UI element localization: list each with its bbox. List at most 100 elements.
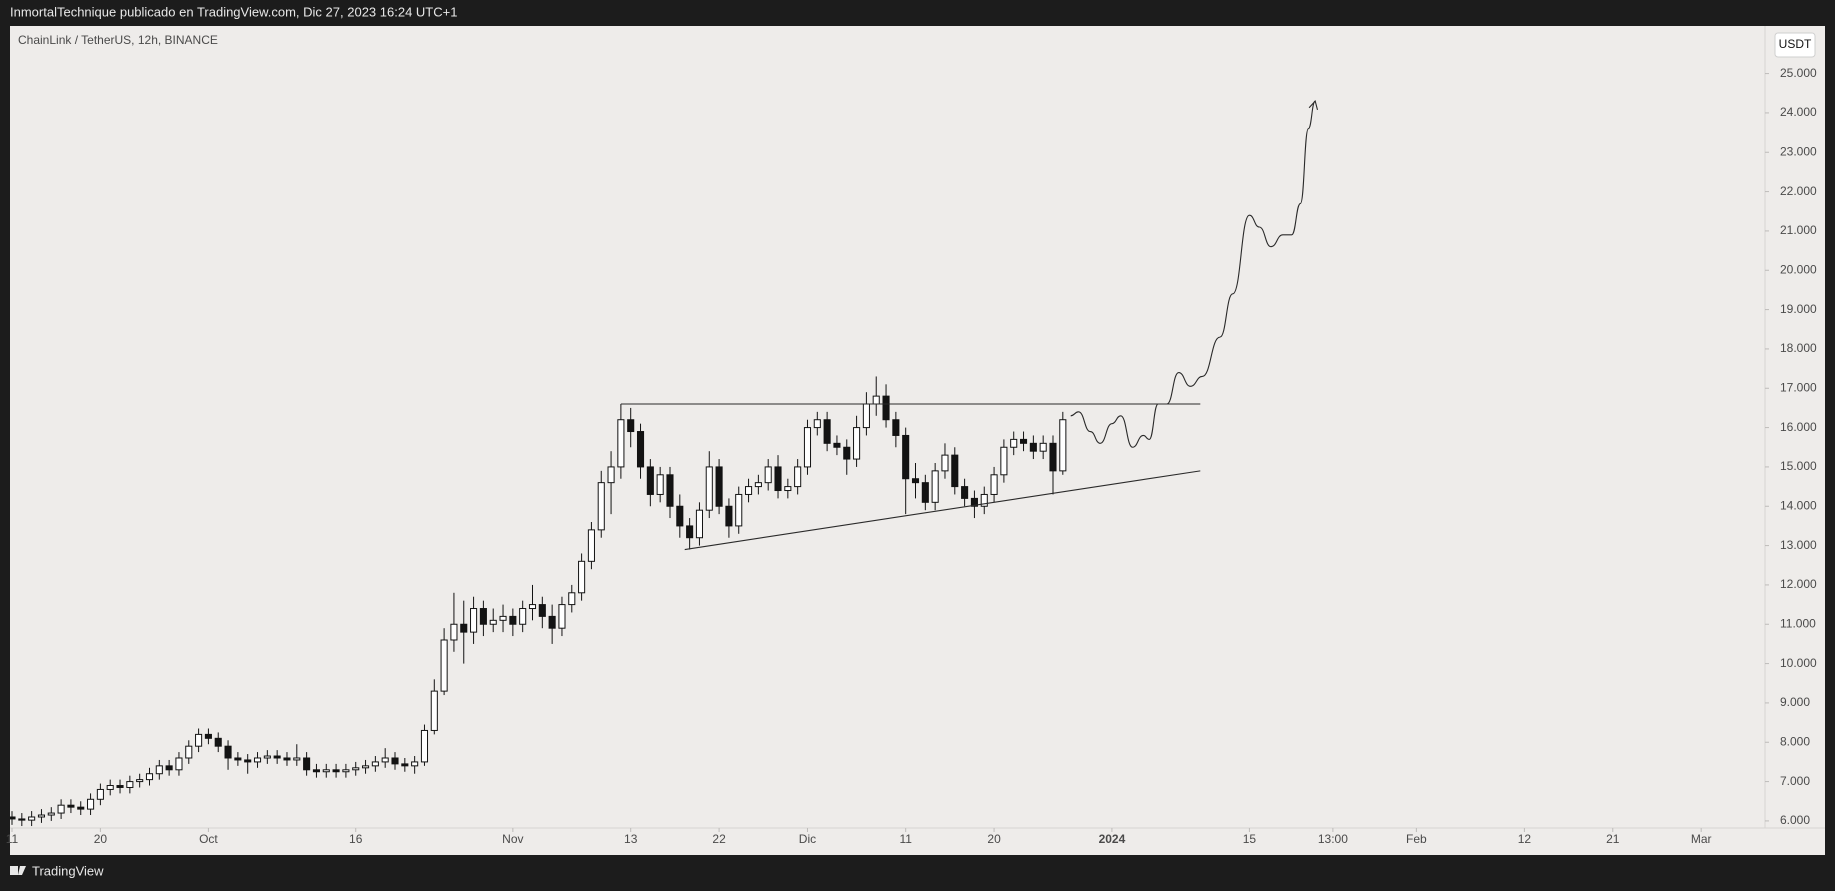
y-tick-label: 22.000 bbox=[1780, 184, 1817, 198]
candle-body bbox=[1000, 446, 1008, 476]
candle-body bbox=[499, 615, 507, 621]
y-tick-label: 15.000 bbox=[1780, 459, 1817, 473]
candle-body bbox=[371, 761, 379, 767]
chart-title: ChainLink / TetherUS, 12h, BINANCE bbox=[18, 33, 218, 47]
candle-body bbox=[921, 482, 929, 503]
candle-body bbox=[136, 779, 144, 783]
candle-body bbox=[185, 745, 193, 759]
x-tick-label: 11 bbox=[6, 832, 19, 846]
footer-brand[interactable]: TradingView bbox=[32, 863, 104, 878]
candle-body bbox=[165, 765, 173, 771]
candle-body bbox=[568, 592, 576, 606]
y-tick-label: 6.000 bbox=[1780, 813, 1810, 827]
header-text: InmortalTechnique publicado en TradingVi… bbox=[10, 4, 457, 19]
x-tick-label: Feb bbox=[1406, 832, 1427, 846]
candle-body bbox=[175, 757, 183, 771]
candle-body bbox=[430, 690, 438, 731]
candle-body bbox=[872, 395, 880, 405]
candle-body bbox=[538, 604, 546, 617]
tv-logo[interactable]: TradingView bbox=[10, 863, 104, 878]
candle-body bbox=[10, 816, 16, 820]
x-tick-label: 13:00 bbox=[1318, 832, 1348, 846]
candle-body bbox=[420, 729, 429, 763]
x-tick-label: 16 bbox=[349, 832, 363, 846]
logo-part bbox=[18, 866, 26, 875]
candle-body bbox=[715, 466, 723, 507]
candle-body bbox=[391, 757, 399, 765]
x-tick-label: Mar bbox=[1691, 832, 1712, 846]
candle-body bbox=[794, 466, 802, 488]
y-tick-label: 11.000 bbox=[1780, 616, 1816, 630]
candle-body bbox=[214, 737, 222, 747]
candle-body bbox=[342, 769, 350, 773]
candle-body bbox=[754, 482, 762, 488]
candle-body bbox=[882, 395, 890, 421]
candle-body bbox=[303, 757, 311, 771]
candle-body bbox=[381, 757, 389, 763]
x-tick-label: Dic bbox=[799, 832, 816, 846]
candle-body bbox=[519, 608, 527, 625]
candle-body bbox=[401, 763, 409, 767]
candle-body bbox=[853, 427, 861, 460]
candle-body bbox=[18, 818, 26, 821]
x-tick-label: 11 bbox=[899, 832, 912, 846]
candle-body bbox=[823, 419, 831, 444]
candle-body bbox=[558, 604, 566, 629]
candle-body bbox=[116, 785, 124, 788]
drawing-line bbox=[1070, 100, 1316, 448]
candle-body bbox=[411, 761, 419, 767]
currency-badge[interactable] bbox=[1774, 32, 1816, 58]
candle-body bbox=[204, 733, 212, 739]
candle-body bbox=[155, 765, 163, 775]
candle-body bbox=[548, 615, 556, 629]
y-tick-label: 24.000 bbox=[1780, 105, 1817, 119]
candle-body bbox=[686, 525, 694, 539]
candle-body bbox=[263, 755, 271, 759]
candle-body bbox=[892, 419, 900, 436]
candle-body bbox=[578, 560, 586, 594]
y-tick-label: 10.000 bbox=[1780, 656, 1817, 670]
candle-body bbox=[862, 403, 870, 429]
candle-body bbox=[352, 767, 360, 771]
candle-body bbox=[705, 466, 713, 511]
y-tick-label: 17.000 bbox=[1780, 380, 1817, 394]
candle-body bbox=[764, 466, 772, 484]
y-tick-label: 9.000 bbox=[1780, 695, 1810, 709]
candle-body bbox=[774, 466, 782, 492]
y-tick-label: 20.000 bbox=[1780, 262, 1817, 276]
y-tick-label: 25.000 bbox=[1780, 66, 1817, 80]
candle-body bbox=[77, 806, 85, 810]
x-tick-label: Nov bbox=[502, 832, 523, 846]
candle-body bbox=[902, 434, 910, 480]
x-tick-label: Oct bbox=[199, 832, 218, 846]
candle-body bbox=[951, 454, 959, 488]
candle-body bbox=[470, 608, 478, 633]
y-tick-label: 16.000 bbox=[1780, 420, 1817, 434]
candle-body bbox=[1029, 442, 1037, 452]
candle-body bbox=[666, 474, 674, 507]
y-tick-label: 13.000 bbox=[1780, 538, 1817, 552]
y-tick-label: 14.000 bbox=[1780, 498, 1817, 512]
candle-body bbox=[126, 781, 134, 788]
currency-label[interactable]: USDT bbox=[1779, 37, 1812, 51]
candle-body bbox=[460, 623, 468, 633]
candle-body bbox=[362, 765, 370, 769]
y-tick-label: 19.000 bbox=[1780, 302, 1817, 316]
x-tick-label: 20 bbox=[94, 832, 108, 846]
candle-body bbox=[931, 470, 939, 503]
candle-body bbox=[607, 466, 615, 484]
candle-body bbox=[234, 757, 242, 761]
x-tick-label: 12 bbox=[1518, 832, 1532, 846]
candle-body bbox=[941, 454, 949, 472]
candle-body bbox=[37, 814, 46, 818]
candle-body bbox=[784, 486, 792, 492]
candle-body bbox=[1019, 438, 1028, 444]
candle-body bbox=[646, 466, 654, 495]
candle-body bbox=[970, 497, 978, 507]
candle-body bbox=[489, 619, 497, 625]
y-tick-label: 7.000 bbox=[1780, 774, 1810, 788]
candle-body bbox=[676, 505, 684, 527]
candle-body bbox=[745, 486, 753, 495]
